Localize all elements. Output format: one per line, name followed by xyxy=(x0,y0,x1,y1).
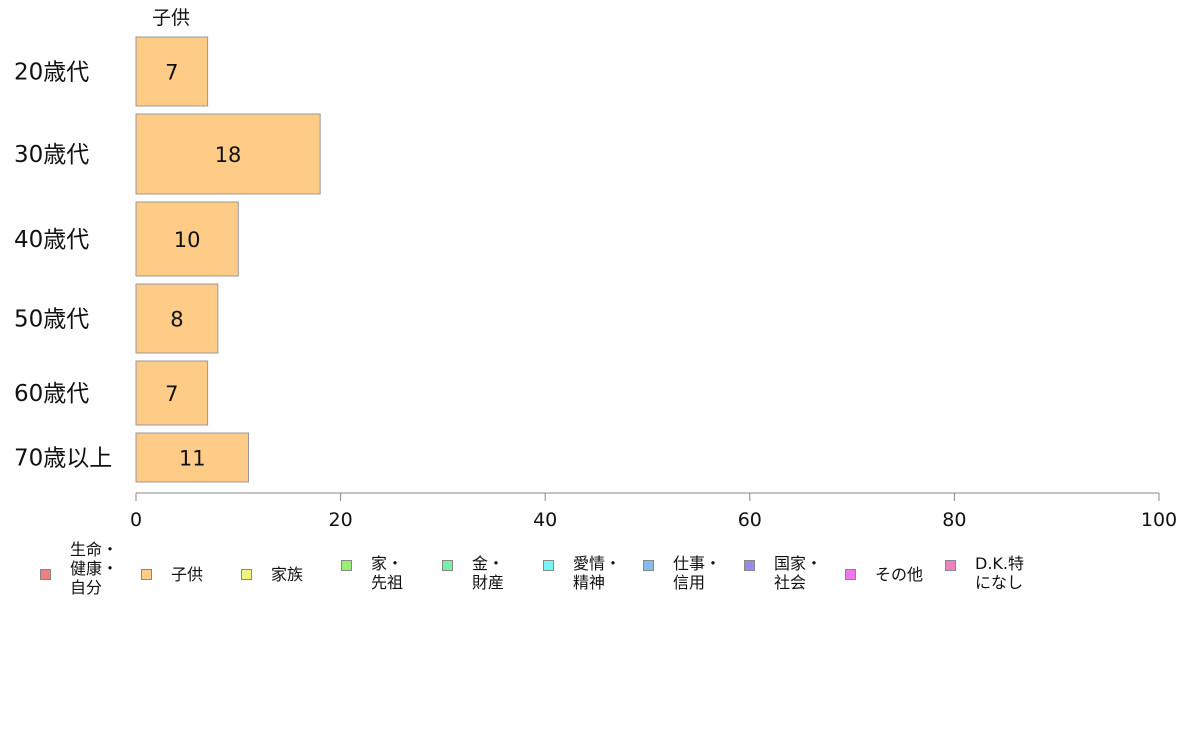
legend-item: 家・ 先祖 xyxy=(341,540,403,592)
legend-label: 金・ 財産 xyxy=(472,554,505,592)
legend-swatch xyxy=(744,560,755,571)
bar xyxy=(135,36,209,107)
legend-swatch xyxy=(141,569,152,580)
legend-item: 子供 xyxy=(141,540,203,584)
series-label: 子供 xyxy=(152,7,190,29)
legend: 生命・ 健康・ 自分 子供 家族 家・ 先祖 金・ 財産 愛情・ 精神 仕事・ 信用 国家・ … xyxy=(0,540,1188,620)
legend-label: 家族 xyxy=(271,565,304,584)
category-label: 70歳以上 xyxy=(14,446,112,472)
data-label: 7 xyxy=(165,382,178,406)
legend-label: 国家・ 社会 xyxy=(774,554,823,592)
data-label: 11 xyxy=(179,447,206,471)
legend-swatch xyxy=(945,560,956,571)
bars-layer: 20歳代 7 30歳代 18 40歳代 10 50歳代 8 60歳代 7 70歳以上 11 xyxy=(14,36,321,483)
legend-item: その他 xyxy=(845,540,923,584)
data-label: 8 xyxy=(170,308,183,332)
legend-label: 愛情・ 精神 xyxy=(573,554,622,592)
legend-swatch xyxy=(543,560,554,571)
legend-item: 金・ 財産 xyxy=(442,540,504,592)
legend-swatch xyxy=(241,569,252,580)
x-tick-label: 40 xyxy=(533,509,557,531)
legend-label: 生命・ 健康・ 自分 xyxy=(70,540,119,597)
legend-item: D.K.特 になし xyxy=(945,540,1024,592)
data-label: 18 xyxy=(215,143,242,167)
bar xyxy=(135,283,219,354)
legend-label: その他 xyxy=(875,565,924,584)
x-tick-label: 100 xyxy=(1141,509,1177,531)
legend-swatch xyxy=(40,569,51,580)
bar-chart: 子供 20歳代 7 30歳代 18 40歳代 10 50歳代 8 60歳代 7 70歳以上 11 0 2… xyxy=(14,7,1177,531)
x-tick-label: 80 xyxy=(942,509,966,531)
category-label: 40歳代 xyxy=(14,227,89,253)
bar xyxy=(135,113,321,195)
legend-swatch xyxy=(845,569,856,580)
x-axis: 0 20 40 60 80 100 xyxy=(130,492,1177,531)
legend-label: D.K.特 になし xyxy=(975,554,1024,592)
data-label: 7 xyxy=(165,61,178,85)
legend-item: 生命・ 健康・ 自分 xyxy=(40,540,118,597)
legend-item: 家族 xyxy=(241,540,303,584)
bar xyxy=(135,360,209,426)
category-label: 20歳代 xyxy=(14,60,89,86)
legend-label: 仕事・ 信用 xyxy=(673,554,722,592)
category-label: 60歳代 xyxy=(14,381,89,407)
x-tick-label: 0 xyxy=(130,509,142,531)
legend-label: 家・ 先祖 xyxy=(371,554,404,592)
category-label: 30歳代 xyxy=(14,142,89,168)
bar xyxy=(135,432,250,483)
category-label: 50歳代 xyxy=(14,307,89,333)
data-label: 10 xyxy=(174,228,201,252)
legend-item: 仕事・ 信用 xyxy=(643,540,721,592)
x-tick-label: 60 xyxy=(738,509,762,531)
legend-item: 国家・ 社会 xyxy=(744,540,822,592)
bar xyxy=(135,201,239,277)
legend-swatch xyxy=(442,560,453,571)
x-tick-label: 20 xyxy=(329,509,353,531)
legend-item: 愛情・ 精神 xyxy=(543,540,621,592)
legend-swatch xyxy=(341,560,352,571)
legend-label: 子供 xyxy=(171,565,204,584)
legend-swatch xyxy=(643,560,654,571)
